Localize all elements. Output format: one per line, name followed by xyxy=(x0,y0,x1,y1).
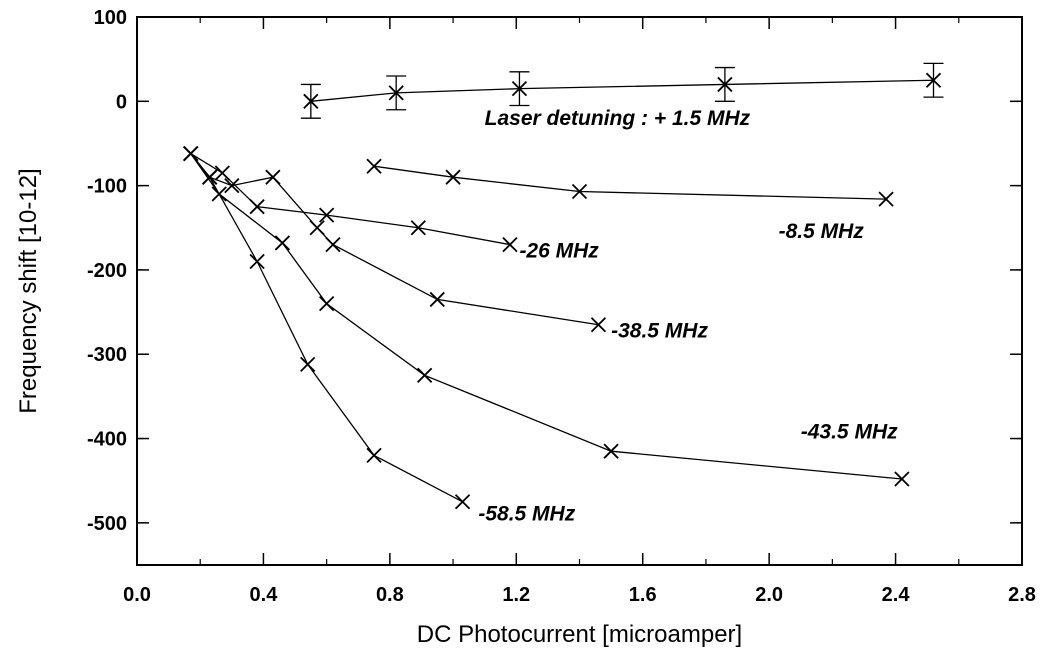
series-label: -8.5 MHz xyxy=(779,220,865,243)
x-tick-label: 2.4 xyxy=(882,584,911,606)
series-label: -26 MHz xyxy=(519,239,599,262)
data-point-x-marker xyxy=(454,494,471,510)
data-point-x-marker xyxy=(388,85,404,101)
x-tick-label: 2.8 xyxy=(1008,584,1036,606)
data-point-x-marker xyxy=(571,183,588,200)
data-point-x-marker xyxy=(319,296,335,312)
data-point-x-marker xyxy=(878,191,894,207)
y-tick-label: -200 xyxy=(87,260,127,282)
data-point-x-marker xyxy=(502,236,518,253)
x-tick-label: 2.0 xyxy=(755,584,783,606)
x-tick-label: 1.2 xyxy=(502,584,530,606)
data-point-x-marker xyxy=(366,158,382,174)
data-point-x-marker xyxy=(590,317,607,333)
series-labels: Laser detuning : + 1.5 MHz -8.5 MHz -26 MH… xyxy=(478,107,898,525)
x-tick-label: 0.8 xyxy=(376,584,404,606)
y-tick-labels: 100 0 -100 -200 -300 -400 -500 xyxy=(87,7,127,535)
y-tick-label: 0 xyxy=(116,91,127,113)
data-point-x-marker xyxy=(410,220,426,236)
series-line xyxy=(373,165,887,200)
data-point-x-marker xyxy=(265,169,281,185)
data-point-x-marker xyxy=(202,169,218,185)
data-point-x-marker xyxy=(925,72,942,88)
y-tick-label: -100 xyxy=(87,176,127,198)
series-label: -43.5 MHz xyxy=(801,421,898,444)
data-point-x-marker xyxy=(894,471,910,487)
data-point-x-marker xyxy=(183,145,199,162)
data-point-x-marker xyxy=(429,291,445,308)
data-point-x-marker xyxy=(319,207,335,223)
series-label: Laser detuning : + 1.5 MHz xyxy=(485,107,751,130)
series-line xyxy=(310,79,934,102)
y-tick-label: -400 xyxy=(87,429,127,451)
data-point-x-marker xyxy=(214,165,230,181)
y-tick-label: -500 xyxy=(87,513,127,535)
plot-area-frame xyxy=(136,16,1023,566)
x-tick-label: 0.4 xyxy=(250,584,279,606)
data-point-x-marker xyxy=(511,81,528,97)
y-axis-title: Frequency shift [10-12] xyxy=(15,168,42,413)
series-label: -38.5 MHz xyxy=(611,319,708,342)
x-tick-labels: 0.0 0.4 0.8 1.2 1.6 2.0 2.4 2.8 xyxy=(123,584,1036,606)
data-point-x-marker xyxy=(366,447,382,464)
x-axis-title: DC Photocurrent [microamper] xyxy=(417,621,742,648)
series-line xyxy=(190,153,511,246)
data-markers xyxy=(183,72,942,510)
axis-ticks xyxy=(136,16,1023,565)
y-tick-label: -300 xyxy=(87,344,127,366)
x-tick-label: 1.6 xyxy=(629,584,657,606)
series-line xyxy=(190,153,463,503)
data-point-x-marker xyxy=(717,76,733,93)
x-tick-label: 0.0 xyxy=(123,584,151,606)
data-point-x-marker xyxy=(249,253,265,270)
series-label: -58.5 MHz xyxy=(478,502,575,525)
data-point-x-marker xyxy=(416,367,433,383)
data-point-x-marker xyxy=(224,177,240,194)
data-point-x-marker xyxy=(300,356,316,372)
data-point-x-marker xyxy=(274,235,291,251)
data-point-x-marker xyxy=(445,169,461,185)
series-line xyxy=(190,153,599,326)
data-point-x-marker xyxy=(603,443,619,459)
y-tick-label: 100 xyxy=(94,7,127,29)
data-point-x-marker xyxy=(303,93,319,109)
data-point-x-marker xyxy=(325,236,341,253)
data-point-x-marker xyxy=(211,186,227,202)
data-point-x-marker xyxy=(309,220,325,236)
data-point-x-marker xyxy=(249,199,265,215)
